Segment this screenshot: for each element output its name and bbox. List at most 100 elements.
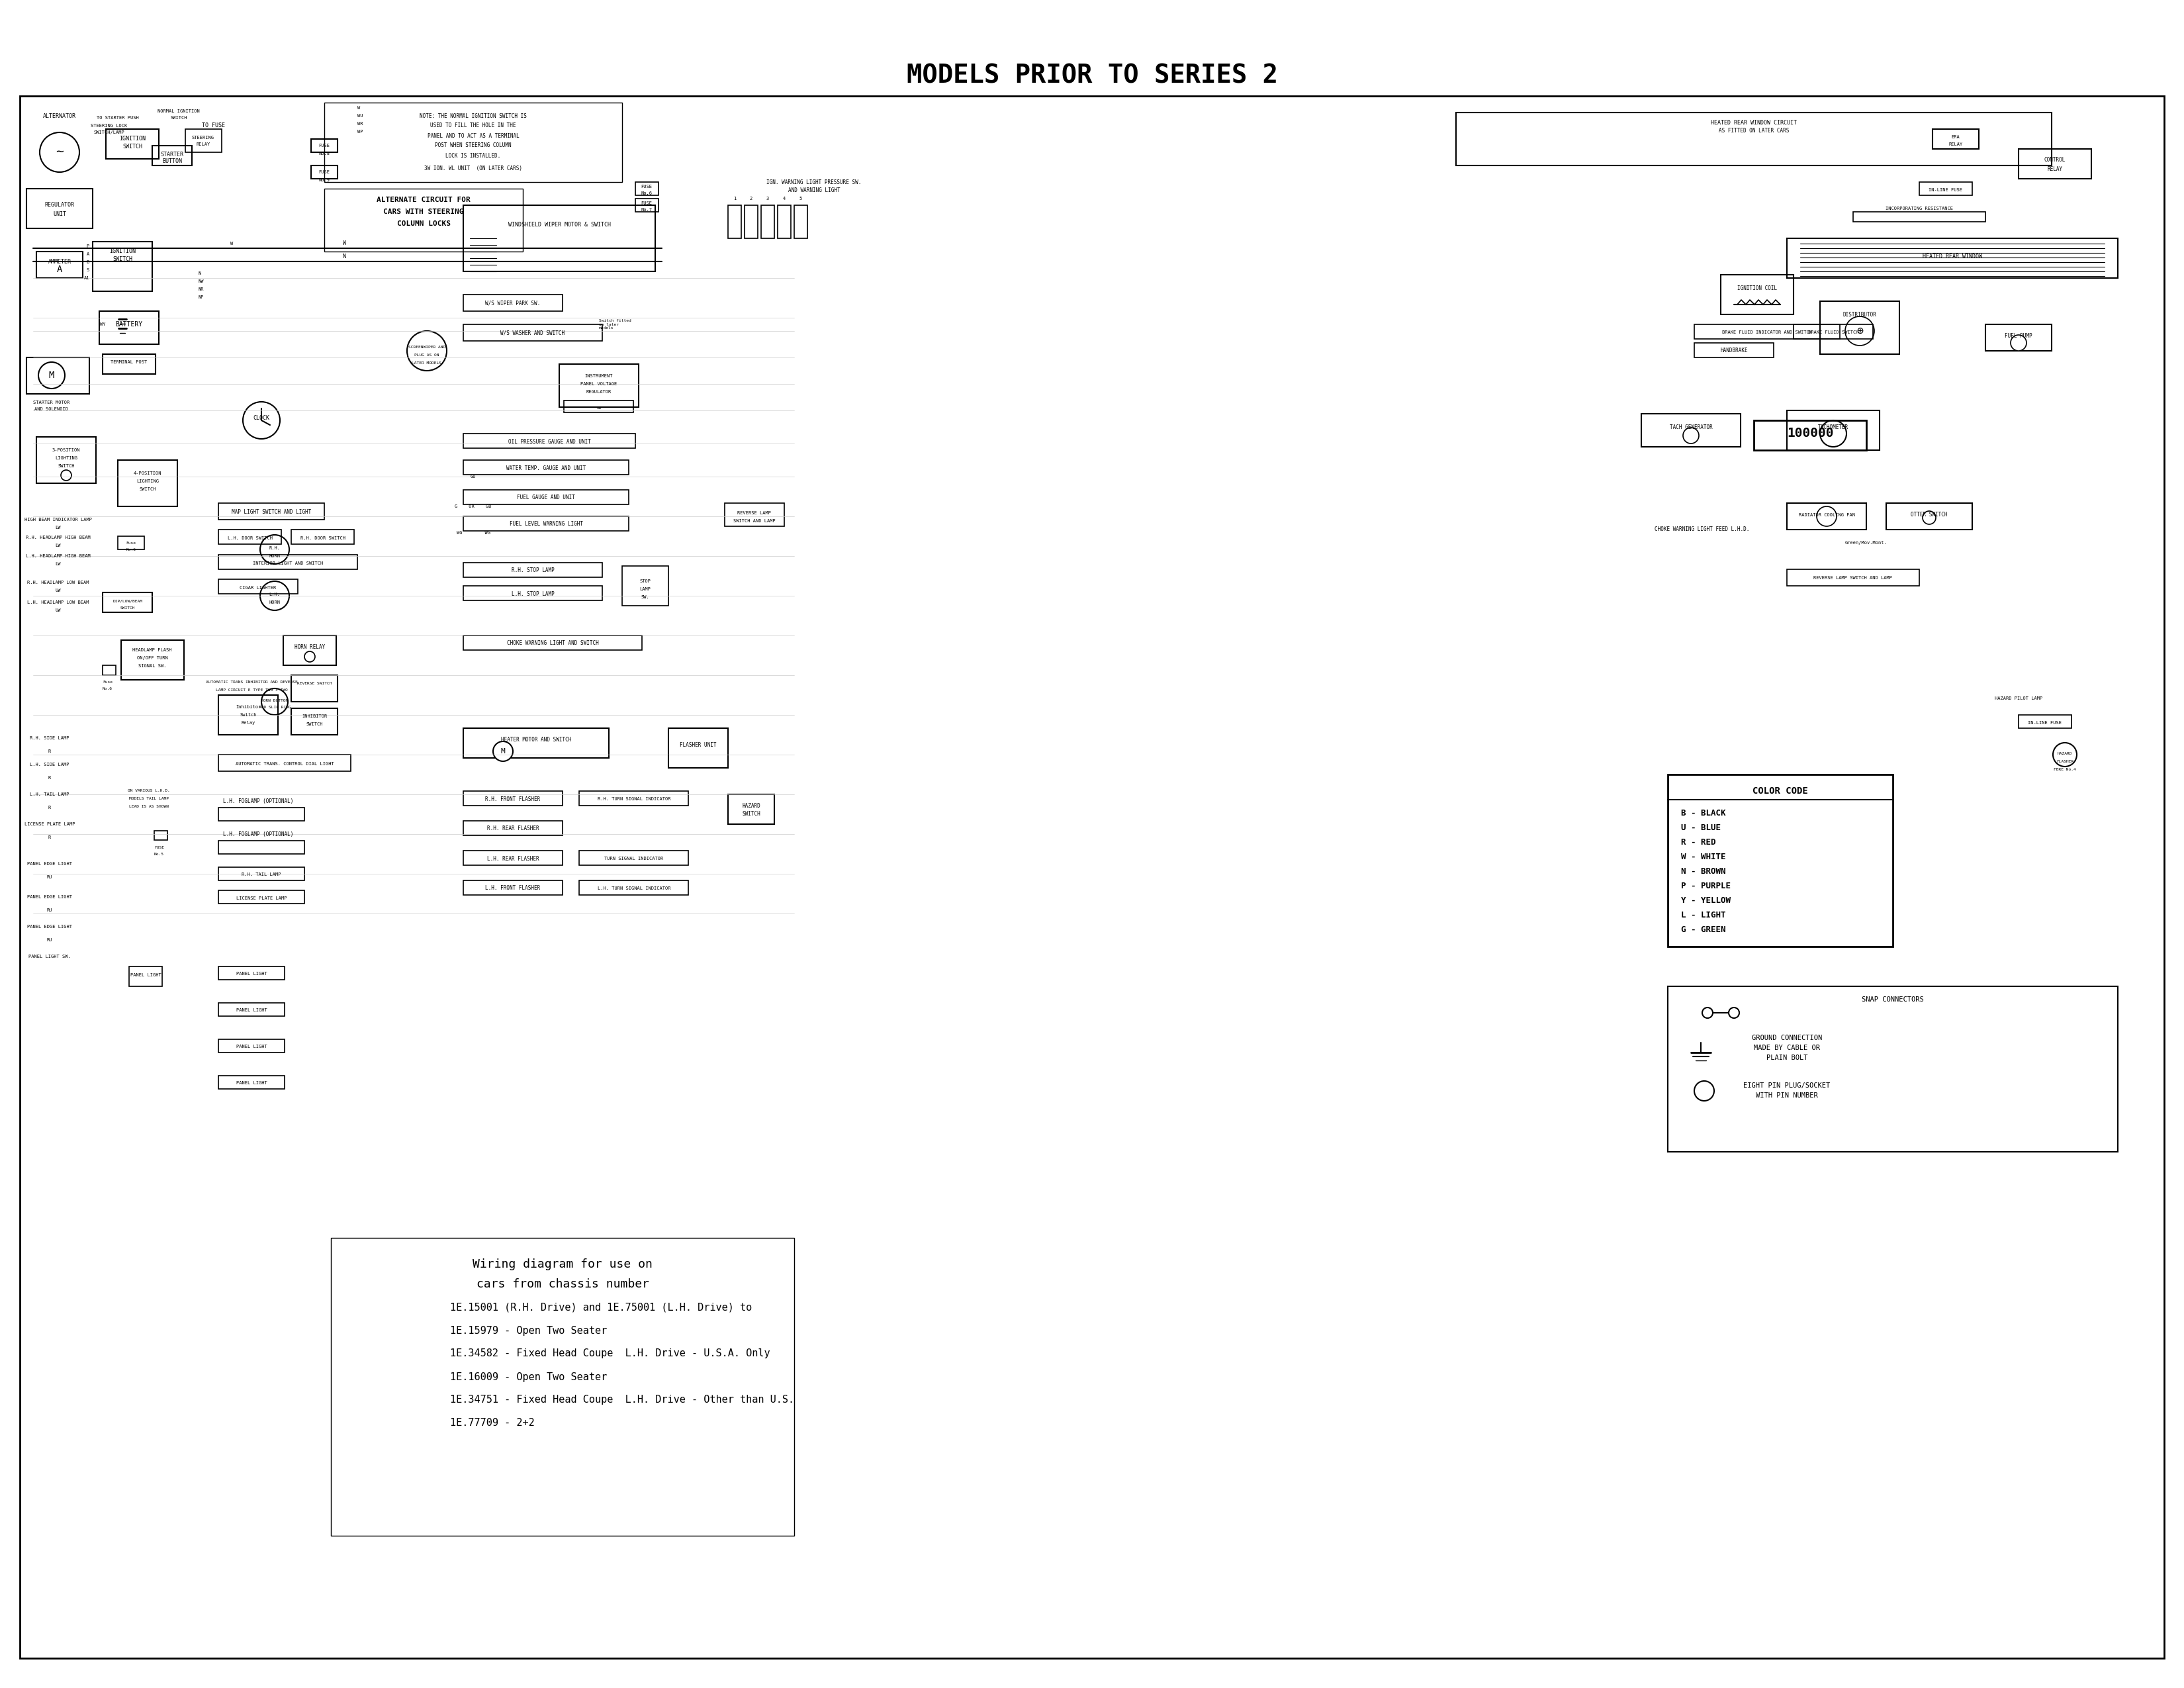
Text: No.5: No.5: [155, 852, 164, 856]
Text: AND WARNING LIGHT: AND WARNING LIGHT: [788, 187, 841, 194]
Bar: [310, 138, 339, 152]
Text: AND SOLENOID: AND SOLENOID: [35, 407, 68, 412]
Bar: [26, 189, 92, 228]
Circle shape: [1819, 420, 1845, 447]
Text: W - WHITE: W - WHITE: [1682, 852, 1725, 861]
Text: N: N: [199, 272, 201, 275]
Bar: [463, 792, 563, 805]
Bar: [463, 881, 563, 895]
Text: 1E.15001 (R.H. Drive) and 1E.75001 (L.H. Drive) to: 1E.15001 (R.H. Drive) and 1E.75001 (L.H.…: [450, 1303, 751, 1312]
Text: PANEL LIGHT: PANEL LIGHT: [131, 972, 162, 977]
Circle shape: [39, 132, 79, 172]
Text: GROUND CONNECTION: GROUND CONNECTION: [1752, 1035, 1821, 1041]
Bar: [1787, 238, 2118, 279]
Text: LOCK IS INSTALLED.: LOCK IS INSTALLED.: [446, 152, 500, 159]
Bar: [463, 461, 629, 474]
Bar: [103, 354, 155, 375]
Bar: [218, 1040, 284, 1053]
Text: SWITCH: SWITCH: [122, 143, 142, 150]
Bar: [1933, 128, 1979, 149]
Text: NR: NR: [199, 287, 203, 292]
Bar: [218, 695, 277, 734]
Text: MAP LIGHT SWITCH AND LIGHT: MAP LIGHT SWITCH AND LIGHT: [232, 508, 310, 515]
Bar: [1754, 420, 1867, 451]
Text: SWITCH: SWITCH: [114, 257, 133, 262]
Text: INTERIOR LIGHT AND SWITCH: INTERIOR LIGHT AND SWITCH: [253, 562, 323, 565]
Text: RELAY: RELAY: [1948, 142, 1963, 147]
Bar: [463, 324, 603, 341]
Text: BATTERY: BATTERY: [116, 321, 142, 327]
Text: SIGNAL SW.: SIGNAL SW.: [138, 663, 166, 668]
Circle shape: [262, 689, 288, 716]
Bar: [463, 635, 642, 650]
Text: PANEL LIGHT: PANEL LIGHT: [236, 972, 266, 976]
Text: W: W: [358, 106, 360, 110]
Bar: [218, 579, 297, 594]
Circle shape: [1684, 427, 1699, 444]
Text: GU: GU: [470, 474, 476, 479]
Bar: [745, 206, 758, 238]
Text: R.H. HEADLAMP LOW BEAM: R.H. HEADLAMP LOW BEAM: [26, 581, 90, 584]
Text: EIGHT PIN PLUG/SOCKET: EIGHT PIN PLUG/SOCKET: [1743, 1082, 1830, 1089]
Bar: [760, 206, 775, 238]
Text: LICENSE PLATE LAMP: LICENSE PLATE LAMP: [24, 822, 74, 825]
Bar: [778, 206, 791, 238]
Circle shape: [260, 581, 288, 611]
Text: WR: WR: [358, 122, 363, 127]
Bar: [1819, 300, 1900, 354]
Text: LEAD IS AS SHOWN: LEAD IS AS SHOWN: [129, 805, 168, 809]
Bar: [323, 103, 622, 182]
Circle shape: [304, 652, 314, 662]
Text: HEATED REAR WINDOW: HEATED REAR WINDOW: [1922, 253, 1983, 260]
Text: PLUG AS ON: PLUG AS ON: [415, 354, 439, 358]
Text: PANEL LIGHT: PANEL LIGHT: [236, 1080, 266, 1085]
Text: COLOR CODE: COLOR CODE: [1752, 787, 1808, 795]
Text: SWITCH: SWITCH: [120, 606, 135, 609]
Text: AS FITTED ON LATER CARS: AS FITTED ON LATER CARS: [1719, 128, 1789, 133]
Text: HORN BUTTON: HORN BUTTON: [262, 699, 288, 702]
Text: REVERSE LAMP SWITCH AND LAMP: REVERSE LAMP SWITCH AND LAMP: [1813, 576, 1894, 581]
Bar: [463, 517, 629, 532]
Text: U - BLUE: U - BLUE: [1682, 824, 1721, 832]
Text: MODELS PRIOR TO SERIES 2: MODELS PRIOR TO SERIES 2: [906, 64, 1278, 89]
Bar: [668, 728, 727, 768]
Text: FUSE: FUSE: [155, 846, 164, 849]
Text: HANDBRAKE: HANDBRAKE: [1721, 348, 1747, 354]
Text: HIGH BEAM INDICATOR LAMP: HIGH BEAM INDICATOR LAMP: [24, 518, 92, 522]
Text: 4: 4: [782, 196, 786, 201]
Bar: [218, 868, 304, 881]
Text: SW.: SW.: [642, 596, 649, 599]
Text: FUSE: FUSE: [319, 143, 330, 147]
Text: SWITCH: SWITCH: [140, 488, 155, 491]
Bar: [727, 795, 775, 824]
Text: STARTER MOTOR: STARTER MOTOR: [33, 400, 70, 405]
Text: R.H.: R.H.: [269, 547, 280, 550]
Text: N - BROWN: N - BROWN: [1682, 868, 1725, 876]
Text: PANEL EDGE LIGHT: PANEL EDGE LIGHT: [26, 863, 72, 866]
Text: UW: UW: [55, 608, 61, 613]
Bar: [290, 530, 354, 544]
Bar: [1985, 324, 2051, 351]
Text: No.7: No.7: [640, 208, 653, 211]
Text: CONTROL: CONTROL: [2044, 157, 2066, 164]
Bar: [795, 206, 808, 238]
Text: R: R: [48, 836, 50, 839]
Text: G - GREEN: G - GREEN: [1682, 925, 1725, 933]
Text: PANEL EDGE LIGHT: PANEL EDGE LIGHT: [26, 895, 72, 900]
Circle shape: [1701, 1008, 1712, 1018]
Text: STOP: STOP: [640, 579, 651, 582]
Text: FUEL LEVEL WARNING LIGHT: FUEL LEVEL WARNING LIGHT: [509, 522, 583, 527]
Text: AND SLIP RING: AND SLIP RING: [258, 706, 290, 709]
Text: FUSE: FUSE: [640, 184, 653, 189]
Text: B: B: [87, 260, 90, 263]
Text: R.H. TURN SIGNAL INDICATOR: R.H. TURN SIGNAL INDICATOR: [598, 797, 670, 802]
Bar: [218, 1075, 284, 1089]
Text: LAMP: LAMP: [640, 587, 651, 591]
Bar: [129, 967, 162, 986]
Text: FLASHER UNIT: FLASHER UNIT: [679, 741, 716, 748]
Circle shape: [1922, 511, 1935, 525]
Text: 1E.77709 - 2+2: 1E.77709 - 2+2: [450, 1418, 535, 1428]
Text: SWITCH/LAMP: SWITCH/LAMP: [94, 130, 124, 135]
Text: ALTERNATOR: ALTERNATOR: [44, 113, 76, 118]
Bar: [218, 755, 352, 771]
